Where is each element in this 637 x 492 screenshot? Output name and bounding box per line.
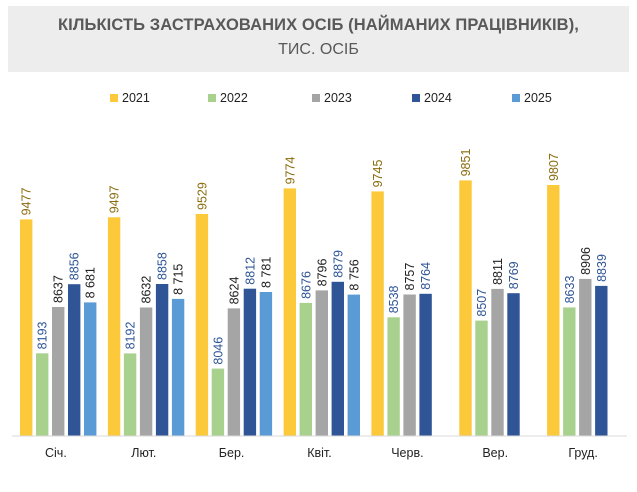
value-label-2024-2: 8812 — [243, 257, 257, 285]
value-label-2023-1: 8632 — [140, 276, 154, 304]
value-label-2024-6: 8839 — [595, 254, 609, 282]
value-label-2021-4: 9745 — [371, 160, 385, 188]
value-label-2023-4: 8757 — [403, 263, 417, 291]
x-tick-label-2: Бер. — [219, 446, 245, 460]
value-label-2025-0: 8 681 — [84, 267, 98, 298]
bar-2021-3 — [283, 188, 296, 436]
bar-2024-3 — [331, 281, 344, 436]
value-label-2022-6: 8633 — [563, 276, 577, 304]
value-label-2022-0: 8193 — [36, 321, 50, 349]
bar-2023-3 — [315, 290, 328, 436]
x-tick-label-1: Лют. — [131, 446, 156, 460]
bar-2025-0 — [84, 302, 97, 436]
value-label-2025-3: 8 756 — [347, 259, 361, 290]
value-label-2024-0: 8856 — [68, 252, 82, 280]
chart-subtitle: ТИС. ОСІБ — [278, 41, 359, 58]
legend-label-2021: 2021 — [122, 91, 150, 105]
bar-2021-5 — [459, 180, 472, 436]
bar-2022-5 — [475, 320, 488, 436]
value-label-2023-3: 8796 — [315, 259, 329, 287]
x-tick-label-6: Груд. — [568, 446, 597, 460]
bar-2022-4 — [387, 317, 400, 436]
bar-2023-4 — [403, 294, 416, 436]
legend-swatch-2022 — [208, 94, 216, 102]
value-label-2021-3: 9774 — [283, 157, 297, 185]
value-label-2022-4: 8538 — [387, 285, 401, 313]
bar-2024-2 — [243, 288, 257, 436]
bar-2024-4 — [419, 293, 432, 436]
legend-swatch-2021 — [110, 94, 118, 102]
title-band: КІЛЬКІСТЬ ЗАСТРАХОВАНИХ ОСІБ (НАЙМАНИХ П… — [8, 6, 629, 72]
bar-2023-5 — [491, 288, 504, 436]
value-label-2023-5: 8811 — [491, 258, 505, 285]
x-tick-label-4: Черв. — [391, 446, 423, 460]
x-tick-label-3: Квіт. — [307, 446, 332, 460]
bar-2025-1 — [171, 298, 185, 436]
chart-title: КІЛЬКІСТЬ ЗАСТРАХОВАНИХ ОСІБ (НАЙМАНИХ П… — [58, 16, 579, 34]
bar-2024-1 — [155, 284, 169, 436]
x-tick-label-0: Січ. — [45, 446, 67, 460]
bar-2022-2 — [211, 368, 225, 436]
bar-2025-2 — [259, 292, 273, 436]
bar-2022-0 — [36, 353, 49, 436]
value-label-2022-5: 8507 — [475, 289, 489, 317]
bar-2021-1 — [107, 217, 121, 436]
bar-2022-1 — [123, 353, 137, 436]
legend-swatch-2025 — [512, 94, 520, 102]
bar-2023-1 — [139, 307, 153, 436]
bar-2023-2 — [227, 308, 241, 436]
value-label-2022-2: 8046 — [211, 337, 225, 365]
bar-2022-3 — [299, 302, 312, 436]
legend-label-2025: 2025 — [524, 91, 552, 105]
bar-2025-3 — [347, 294, 360, 436]
bar-2021-6 — [547, 185, 560, 436]
bar-2024-0 — [68, 284, 81, 436]
legend-swatch-2023 — [312, 94, 320, 102]
x-axis-labels: Січ. Лют. Бер. Квіт. Черв. Вер. Груд. — [45, 446, 598, 460]
bar-2022-6 — [563, 307, 576, 436]
value-label-2023-2: 8624 — [227, 277, 241, 305]
value-label-2021-1: 9497 — [108, 185, 122, 213]
value-label-2024-4: 8764 — [419, 262, 433, 290]
value-label-2024-5: 8769 — [507, 261, 521, 289]
value-label-2022-1: 8192 — [124, 322, 138, 350]
bar-2024-5 — [507, 293, 520, 436]
value-label-2021-5: 9851 — [459, 149, 473, 177]
bar-2021-2 — [195, 214, 209, 436]
value-label-2025-2: 8 781 — [259, 257, 273, 288]
legend-label-2024: 2024 — [424, 91, 452, 105]
x-tick-label-5: Вер. — [482, 446, 508, 460]
value-label-2023-6: 8906 — [579, 247, 593, 275]
value-label-2023-0: 8637 — [52, 275, 66, 303]
legend: 2021 2022 2023 2024 2025 — [110, 91, 552, 105]
legend-label-2022: 2022 — [220, 91, 248, 105]
legend-label-2023: 2023 — [324, 91, 352, 105]
value-label-2021-2: 9529 — [195, 182, 209, 210]
value-label-2021-6: 9807 — [547, 153, 561, 181]
value-label-2021-0: 9477 — [20, 188, 34, 216]
value-label-2022-3: 8676 — [299, 271, 313, 299]
value-label-2024-1: 8858 — [156, 252, 170, 280]
bar-2021-0 — [20, 219, 33, 436]
legend-swatch-2024 — [412, 94, 420, 102]
bar-2021-4 — [371, 191, 384, 436]
bar-2024-6 — [595, 285, 608, 436]
bar-2023-6 — [579, 278, 592, 436]
bar-2023-0 — [52, 307, 65, 436]
value-label-2024-3: 8879 — [331, 250, 345, 278]
value-label-2025-1: 8 715 — [172, 264, 186, 295]
